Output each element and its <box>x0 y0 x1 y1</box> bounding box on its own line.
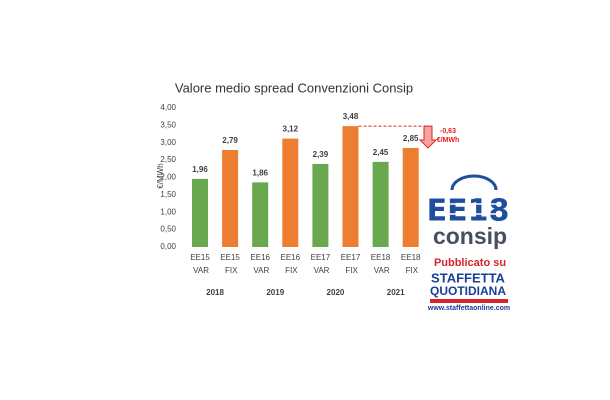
bar <box>222 150 239 247</box>
y-tick-label: 2,50 <box>160 155 176 164</box>
value-label: 3,12 <box>283 125 299 134</box>
group-label: 2018 <box>206 288 224 297</box>
x-tick-label: EE15 FIX <box>220 253 240 275</box>
value-label: 2,79 <box>222 136 238 145</box>
y-tick-label: 2,00 <box>160 173 176 182</box>
bar <box>402 147 419 247</box>
value-label: 1,86 <box>252 168 268 177</box>
y-tick-label: 0,50 <box>160 225 176 234</box>
y-axis-title: €/MWh <box>156 163 165 188</box>
value-label: 2,85 <box>403 134 419 143</box>
value-label: 2,45 <box>373 148 389 157</box>
y-tick-label: 3,00 <box>160 138 176 147</box>
bar <box>372 161 389 247</box>
ee18-logo: EE18 <box>427 174 510 229</box>
value-label: 3,48 <box>343 112 359 121</box>
logo-text: EE18 <box>427 194 510 229</box>
y-tick-label: 0,00 <box>160 242 176 251</box>
group-label: 2019 <box>266 288 284 297</box>
bar <box>312 163 329 247</box>
value-label: 1,96 <box>192 165 208 174</box>
annotation-unit: €/MWh <box>437 137 460 144</box>
x-tick-label: EE16 FIX <box>281 253 301 275</box>
brand-name: consip <box>433 223 507 249</box>
x-tick-label: EE18 VAR <box>371 253 391 275</box>
x-tick-label: EE15 VAR <box>190 253 210 275</box>
bar <box>192 178 208 247</box>
group-label: 2020 <box>327 288 345 297</box>
y-tick-label: 3,50 <box>160 120 176 129</box>
x-tick-label: EE17 FIX <box>341 253 361 275</box>
x-tick-label: EE17 VAR <box>311 253 331 275</box>
paper-bar <box>430 299 508 303</box>
chart-title: Valore medio spread Convenzioni Consip <box>175 80 413 95</box>
published-label: Pubblicato su <box>434 257 506 269</box>
group-label: 2021 <box>387 288 405 297</box>
y-tick-label: 1,50 <box>160 190 176 199</box>
y-tick-label: 1,00 <box>160 207 176 216</box>
bar <box>342 126 359 247</box>
value-label: 2,39 <box>313 150 329 159</box>
paper-url: www.staffettaonline.com <box>427 305 510 312</box>
bar <box>282 138 299 247</box>
paper-name: STAFFETTA <box>431 270 506 285</box>
bar <box>252 182 269 247</box>
y-tick-label: 4,00 <box>160 103 176 112</box>
annotation-arrow <box>418 125 438 149</box>
logo-arc <box>450 174 498 191</box>
x-tick-label: EE18 FIX <box>401 253 421 275</box>
paper-name: QUOTIDIANA <box>430 284 506 298</box>
annotation-label: -0,63 <box>440 128 456 135</box>
x-tick-label: EE16 VAR <box>250 253 270 275</box>
